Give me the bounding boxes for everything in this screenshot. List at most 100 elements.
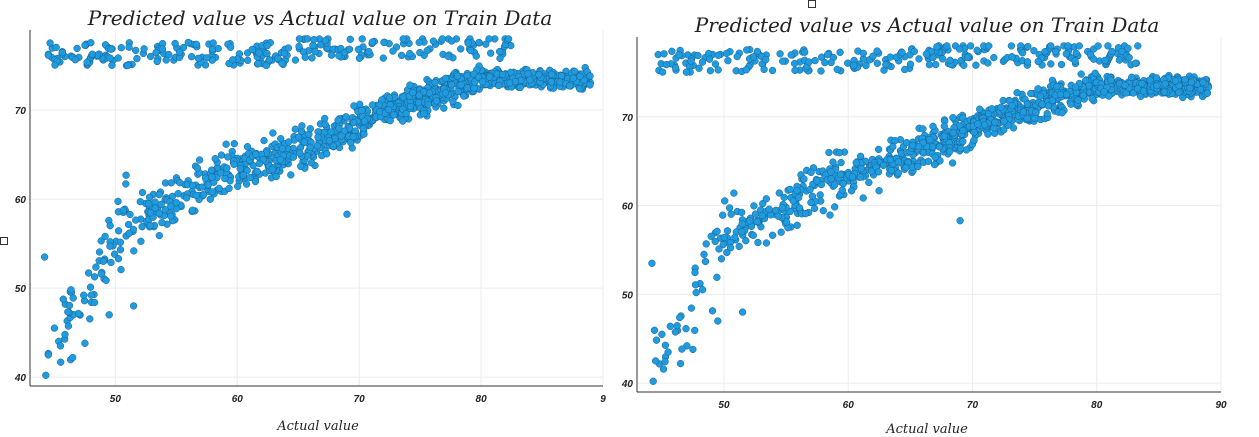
data-point — [496, 54, 504, 63]
data-point — [805, 58, 813, 66]
data-point — [651, 357, 660, 365]
data-point — [125, 229, 133, 237]
data-point — [1027, 89, 1035, 98]
data-point — [314, 133, 322, 141]
data-point — [689, 345, 697, 354]
data-point — [1175, 88, 1183, 96]
data-point — [300, 138, 308, 146]
data-point — [984, 130, 992, 138]
data-point — [368, 38, 377, 46]
data-point — [765, 205, 773, 213]
data-point — [138, 223, 146, 231]
data-point — [743, 46, 751, 54]
data-point — [291, 125, 299, 133]
data-point — [946, 56, 954, 64]
data-point — [129, 302, 138, 310]
data-point — [438, 35, 446, 43]
data-point — [114, 54, 122, 62]
data-point — [779, 57, 787, 65]
data-point — [793, 221, 801, 229]
data-point — [199, 191, 208, 199]
data-point — [576, 85, 584, 93]
data-point — [1108, 47, 1116, 56]
x-axis-label: Actual value — [885, 422, 968, 437]
data-point — [848, 173, 857, 181]
data-point — [201, 174, 210, 182]
data-point — [1034, 85, 1042, 93]
data-point — [889, 143, 897, 151]
data-point — [71, 56, 79, 64]
data-point — [1058, 109, 1066, 117]
data-point — [1134, 42, 1142, 50]
data-point — [106, 242, 114, 250]
data-point — [940, 122, 948, 130]
data-point — [239, 171, 248, 179]
data-point — [976, 105, 984, 113]
data-point — [946, 147, 954, 155]
data-point — [397, 51, 406, 60]
data-point — [327, 128, 335, 136]
data-point — [46, 39, 54, 47]
data-point — [903, 138, 911, 147]
data-point — [879, 161, 888, 170]
data-point — [807, 198, 815, 207]
data-point — [402, 109, 410, 118]
data-point — [99, 257, 108, 265]
data-point — [343, 210, 351, 218]
data-point — [158, 218, 166, 227]
data-point — [306, 143, 314, 151]
data-point — [650, 326, 659, 334]
data-point — [234, 182, 242, 191]
data-point — [833, 65, 841, 74]
data-point — [457, 81, 465, 89]
data-point — [825, 148, 833, 157]
data-point — [263, 49, 271, 58]
data-point — [924, 157, 933, 165]
data-point — [83, 58, 91, 66]
data-point — [321, 36, 330, 45]
data-point — [64, 322, 73, 330]
data-point — [90, 298, 99, 307]
data-point — [1079, 91, 1087, 99]
data-point — [1161, 80, 1169, 88]
data-point — [215, 184, 223, 193]
data-point — [1100, 88, 1108, 96]
data-point — [406, 49, 414, 58]
data-point — [837, 158, 845, 167]
data-point — [701, 257, 710, 266]
data-point — [683, 342, 691, 350]
data-point — [1030, 47, 1038, 55]
y-tick-label: 70 — [15, 106, 27, 117]
data-point — [375, 108, 384, 116]
x-tick-label: 80 — [1091, 400, 1103, 411]
data-point — [1044, 102, 1053, 110]
data-point — [691, 268, 699, 277]
data-point — [138, 188, 147, 197]
data-point — [59, 295, 67, 303]
data-point — [424, 100, 432, 109]
data-point — [661, 341, 670, 349]
data-point — [746, 217, 754, 225]
data-point — [80, 291, 88, 299]
data-point — [454, 87, 462, 96]
data-point — [827, 175, 835, 183]
data-point — [153, 57, 161, 66]
data-point — [1138, 80, 1146, 88]
data-point — [557, 72, 566, 80]
data-point — [1023, 58, 1032, 66]
data-point — [1085, 82, 1093, 90]
data-point — [246, 173, 254, 182]
data-point — [749, 231, 757, 239]
data-point — [1007, 42, 1016, 50]
data-point — [894, 169, 902, 177]
data-point — [762, 195, 770, 203]
data-point — [738, 220, 746, 228]
data-point — [65, 301, 74, 310]
data-point — [125, 43, 133, 51]
data-point — [209, 39, 217, 47]
y-tick-label: 50 — [15, 284, 27, 295]
data-point — [429, 37, 438, 45]
data-point — [1203, 89, 1212, 97]
data-point — [40, 253, 49, 261]
data-point — [1171, 77, 1180, 85]
